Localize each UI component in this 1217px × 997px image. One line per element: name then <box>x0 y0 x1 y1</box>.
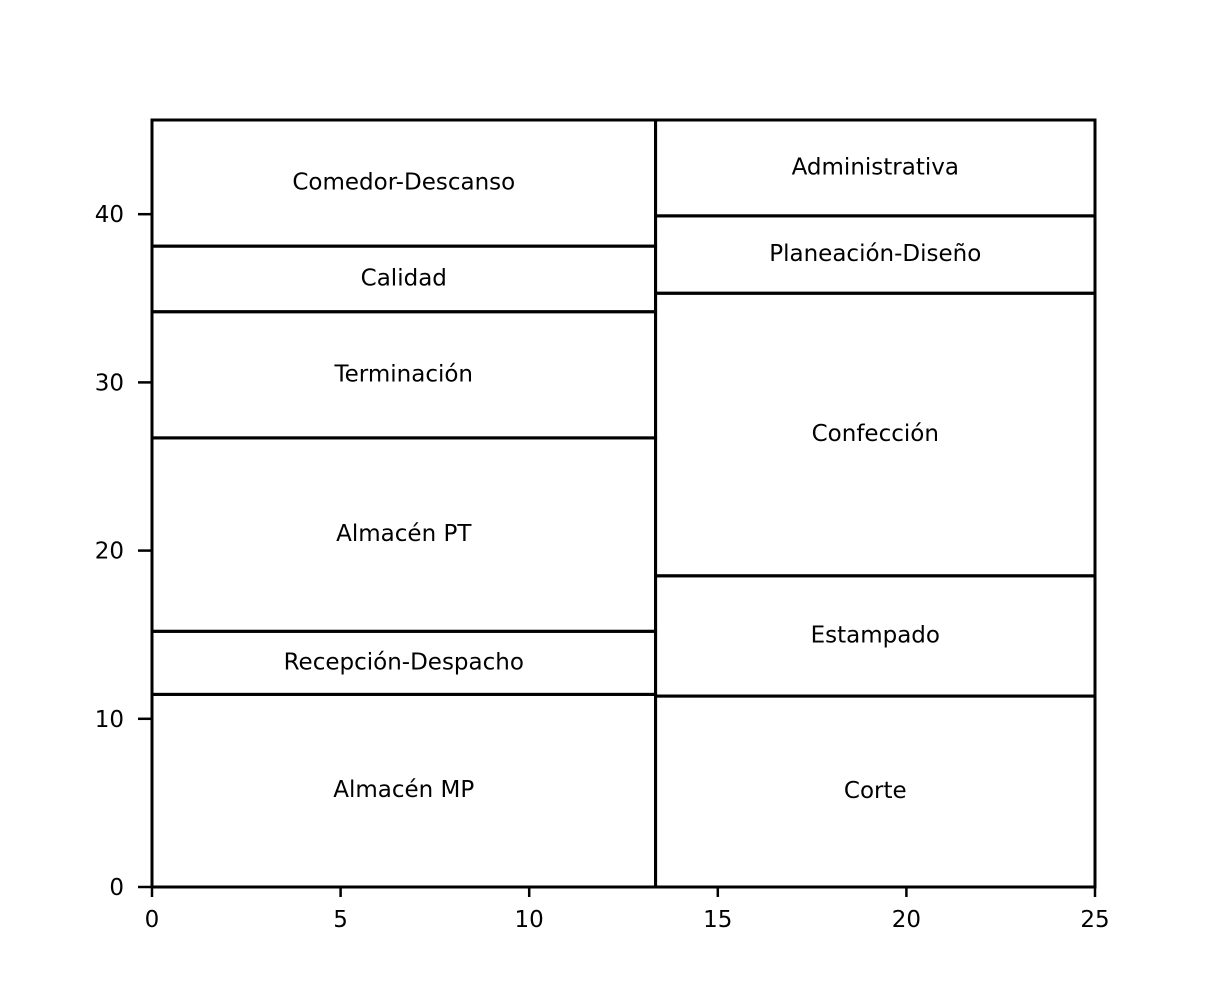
area-label-comedor-descanso: Comedor-Descanso <box>292 170 515 196</box>
x-tick-label: 5 <box>333 907 348 933</box>
area-corte: Corte <box>654 694 1097 889</box>
area-almacen-mp: Almacén MP <box>150 692 658 889</box>
x-tick-label: 0 <box>145 907 160 933</box>
area-label-almacen-mp: Almacén MP <box>333 777 474 803</box>
y-tick-label: 20 <box>95 539 124 565</box>
area-label-almacen-pt: Almacén PT <box>336 521 472 547</box>
x-tick-label: 15 <box>703 907 732 933</box>
area-comedor-descanso: Comedor-Descanso <box>150 118 658 248</box>
x-tick-label: 10 <box>515 907 544 933</box>
area-calidad: Calidad <box>150 244 658 314</box>
x-tick-label: 25 <box>1080 907 1109 933</box>
area-almacen-pt: Almacén PT <box>150 436 658 633</box>
y-tick-label: 40 <box>95 202 124 228</box>
area-label-calidad: Calidad <box>361 265 447 291</box>
area-label-estampado: Estampado <box>811 622 940 648</box>
area-label-corte: Corte <box>844 778 907 804</box>
area-terminacion: Terminación <box>150 310 658 440</box>
area-label-planeacion-diseno: Planeación-Diseño <box>769 241 981 267</box>
area-label-administrativa: Administrativa <box>792 154 959 180</box>
x-tick-label: 20 <box>892 907 921 933</box>
areas-layer: Almacén MP Recepción-Despacho Almacén PT Te… <box>150 118 1097 889</box>
area-confeccion: Confección <box>654 291 1097 578</box>
y-tick-label: 10 <box>95 707 124 733</box>
area-label-recepcion-despacho: Recepción-Despacho <box>284 649 524 675</box>
area-rect-administrativa <box>654 118 1097 218</box>
y-tick-label: 30 <box>95 370 124 396</box>
y-tick-label: 0 <box>109 875 124 901</box>
area-label-confeccion: Confección <box>812 421 939 447</box>
axes-layer: 0 5 10 15 20 25 0 10 20 30 40 <box>95 120 1110 933</box>
area-recepcion-despacho: Recepción-Despacho <box>150 629 658 696</box>
area-estampado: Estampado <box>654 574 1097 698</box>
area-label-terminacion: Terminación <box>334 361 474 387</box>
area-administrativa: Administrativa <box>654 118 1097 218</box>
area-planeacion-diseno: Planeación-Diseño <box>654 214 1097 295</box>
